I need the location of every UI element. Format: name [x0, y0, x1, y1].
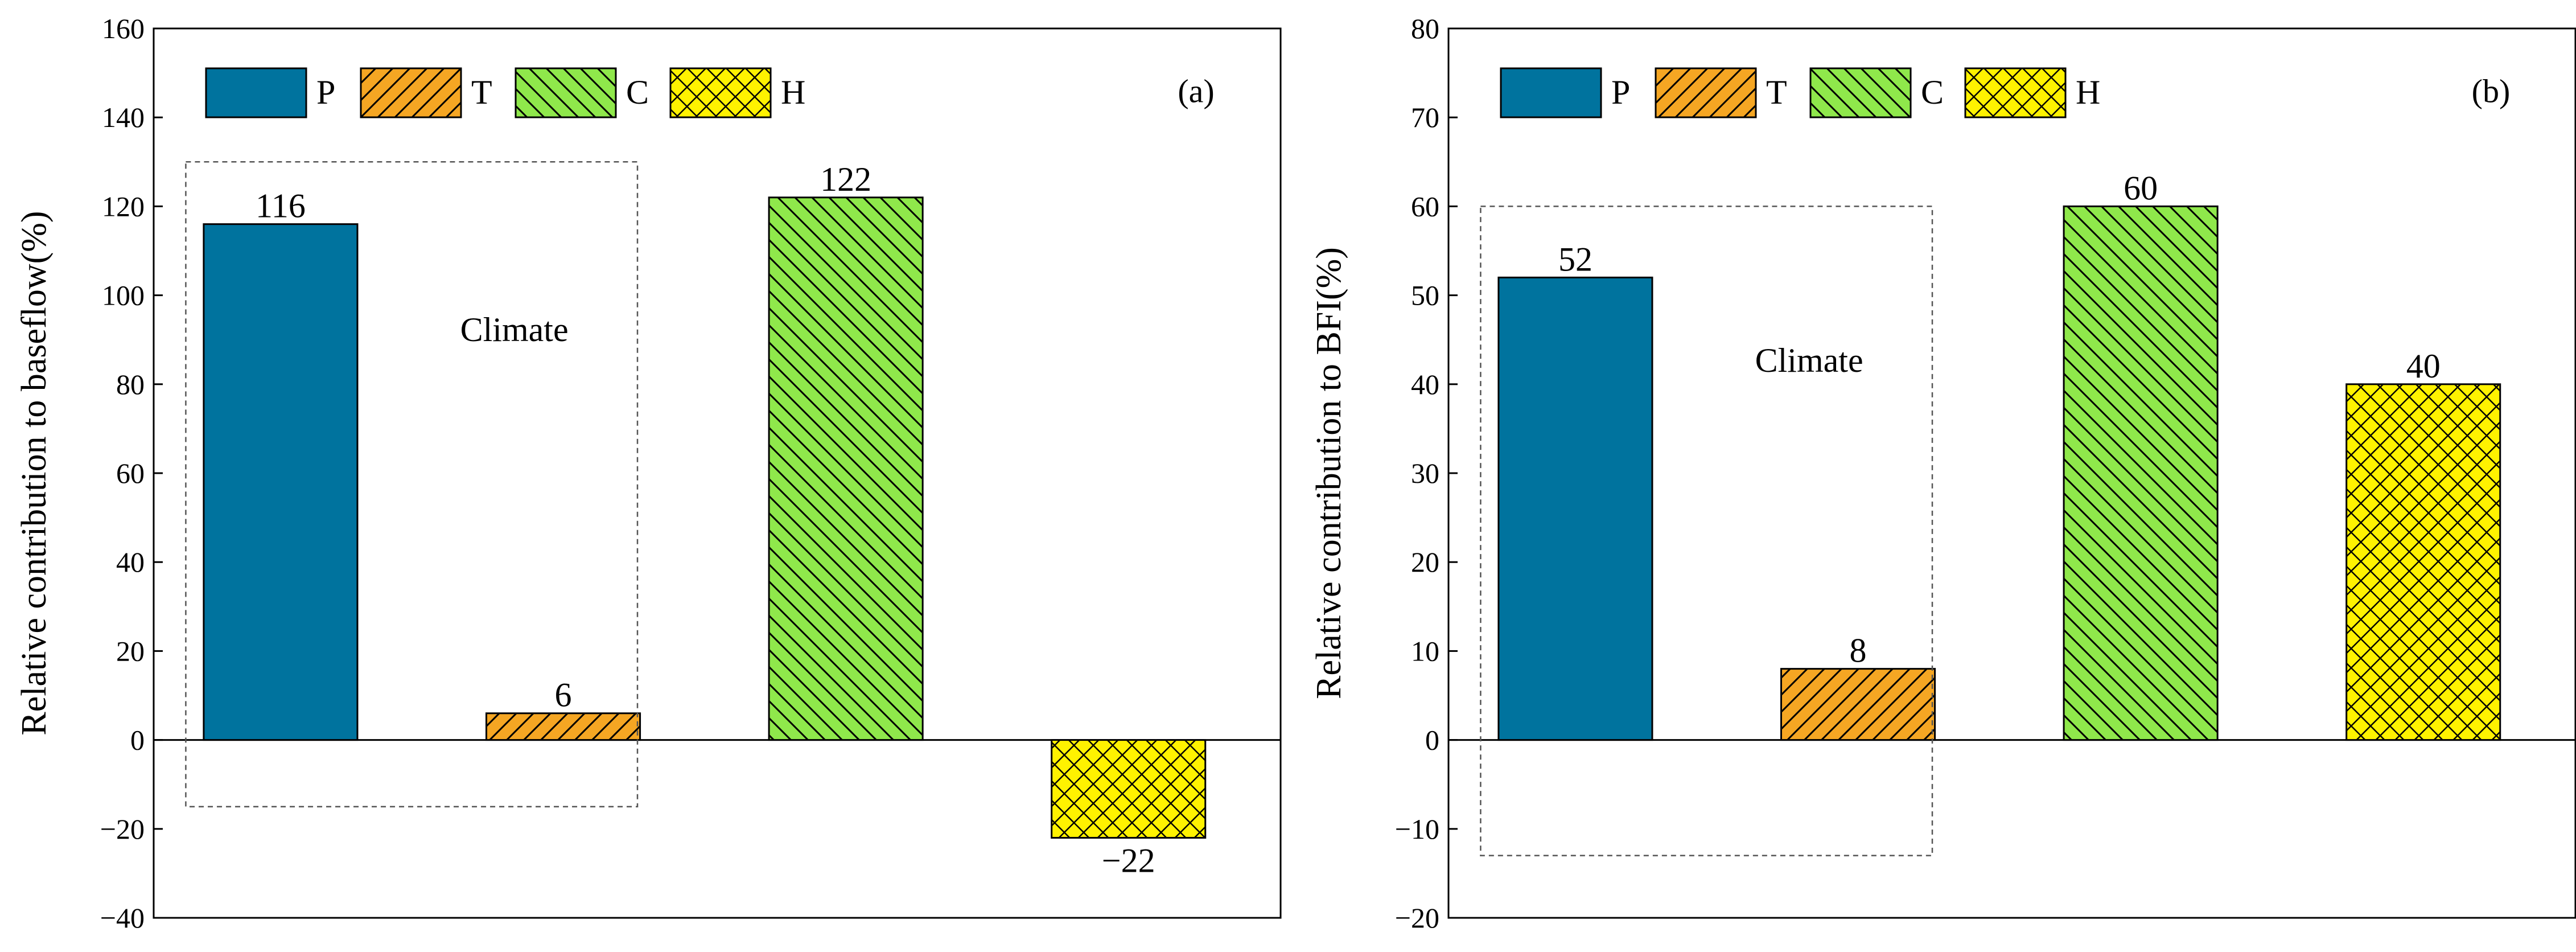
legend-label: P	[1611, 73, 1630, 111]
bar-p	[1497, 276, 1653, 741]
legend-item-h: H	[669, 67, 805, 118]
y-tick-label: 100	[102, 280, 145, 311]
y-tick-label: 60	[116, 457, 145, 489]
legend-swatch-t-hatch	[360, 67, 462, 118]
y-tick-label: 40	[116, 546, 145, 578]
bar-h-hatch	[2345, 383, 2501, 741]
y-tick-label: 40	[1411, 368, 1439, 400]
bar-c	[2063, 205, 2219, 741]
y-tick-label: 20	[1411, 546, 1439, 578]
legend-swatch-h	[669, 67, 772, 118]
climate-box	[185, 161, 639, 807]
legend-item-c: C	[1809, 67, 1944, 118]
value-label-h: −22	[1102, 842, 1155, 879]
value-label-t: 6	[555, 676, 572, 714]
y-axis-label: Relative contribution to BFI(%)	[1310, 247, 1348, 699]
y-axis-label: Relative contribution to baseflow(%)	[15, 211, 54, 735]
legend-swatch-t	[360, 67, 462, 118]
legend-label: T	[471, 73, 492, 111]
y-tick-label: 80	[116, 368, 145, 400]
legend-item-c: C	[515, 67, 649, 118]
panel-label: (a)	[1178, 72, 1214, 109]
bar-t	[485, 712, 641, 741]
y-tick-label: 80	[1411, 13, 1439, 44]
panel-a: −40 −20 0 20 40 60 80 100 120 140 160 Relative cont…	[15, 13, 1282, 934]
panel-label: (b)	[2472, 72, 2511, 109]
climate-annotation: Climate	[1755, 342, 1863, 379]
y-tick-label: 20	[116, 635, 145, 667]
legend-swatch-c	[515, 67, 617, 118]
legend-swatch-h	[1964, 67, 2067, 118]
value-label-c: 60	[2124, 169, 2158, 207]
bar-c-hatch	[768, 196, 924, 741]
bar-c	[768, 196, 924, 741]
legend-swatch-c	[1809, 67, 1912, 118]
legend-swatch-p	[205, 67, 307, 118]
value-label-p: 52	[1558, 240, 1592, 278]
legend-swatch-c-hatch	[1809, 67, 1912, 118]
legend-swatch-h-hatch	[669, 67, 772, 118]
y-tick-label: −40	[100, 902, 145, 934]
bar-t	[1780, 668, 1936, 741]
bar-p	[203, 223, 359, 741]
y-tick-label: 140	[102, 101, 145, 133]
legend-label: P	[316, 73, 335, 111]
legend-swatch-t	[1655, 67, 1757, 118]
value-label-c: 122	[820, 161, 871, 198]
y-tick-label: 0	[130, 724, 145, 756]
bar-t-hatch	[485, 712, 641, 741]
legend-label: H	[2076, 73, 2100, 111]
bar-h	[2345, 383, 2501, 741]
y-tick-label: 60	[1411, 190, 1439, 222]
legend-item-t: T	[360, 67, 492, 118]
legend-item-p: P	[1500, 67, 1630, 118]
legend-swatch-t-hatch	[1655, 67, 1757, 118]
panel-b: −20 −10 0 10 20 30 40 50 60 70 80 Relative contribu…	[1310, 13, 2576, 934]
y-tick-label: 10	[1411, 635, 1439, 667]
legend-label: C	[626, 73, 649, 111]
y-tick-label: 50	[1411, 280, 1439, 311]
y-tick-label: −10	[1395, 813, 1439, 845]
y-tick-label: −20	[100, 813, 145, 845]
climate-annotation: Climate	[460, 311, 569, 348]
y-tick-label: 160	[102, 13, 145, 44]
value-label-h: 40	[2406, 347, 2441, 385]
legend-swatch-p	[1500, 67, 1602, 118]
y-tick-label: 30	[1411, 457, 1439, 489]
legend-item-t: T	[1655, 67, 1787, 118]
y-tick-label: −20	[1395, 902, 1439, 934]
bar-c-hatch	[2063, 205, 2219, 741]
climate-box	[1480, 206, 1933, 856]
legend-swatch-c-hatch	[515, 67, 617, 118]
y-tick-label: 70	[1411, 101, 1439, 133]
bar-h	[1051, 739, 1207, 839]
legend-swatch-h-hatch	[1964, 67, 2067, 118]
legend-label: C	[1921, 73, 1944, 111]
value-label-p: 116	[256, 187, 306, 225]
legend-item-h: H	[1964, 67, 2100, 118]
legend-label: H	[781, 73, 805, 111]
y-tick-label: 0	[1425, 724, 1439, 756]
legend-label: T	[1766, 73, 1787, 111]
bar-h-hatch	[1051, 739, 1207, 839]
legend-item-p: P	[205, 67, 335, 118]
y-tick-label: 120	[102, 190, 145, 222]
bar-t-hatch	[1780, 668, 1936, 741]
value-label-t: 8	[1850, 632, 1867, 670]
